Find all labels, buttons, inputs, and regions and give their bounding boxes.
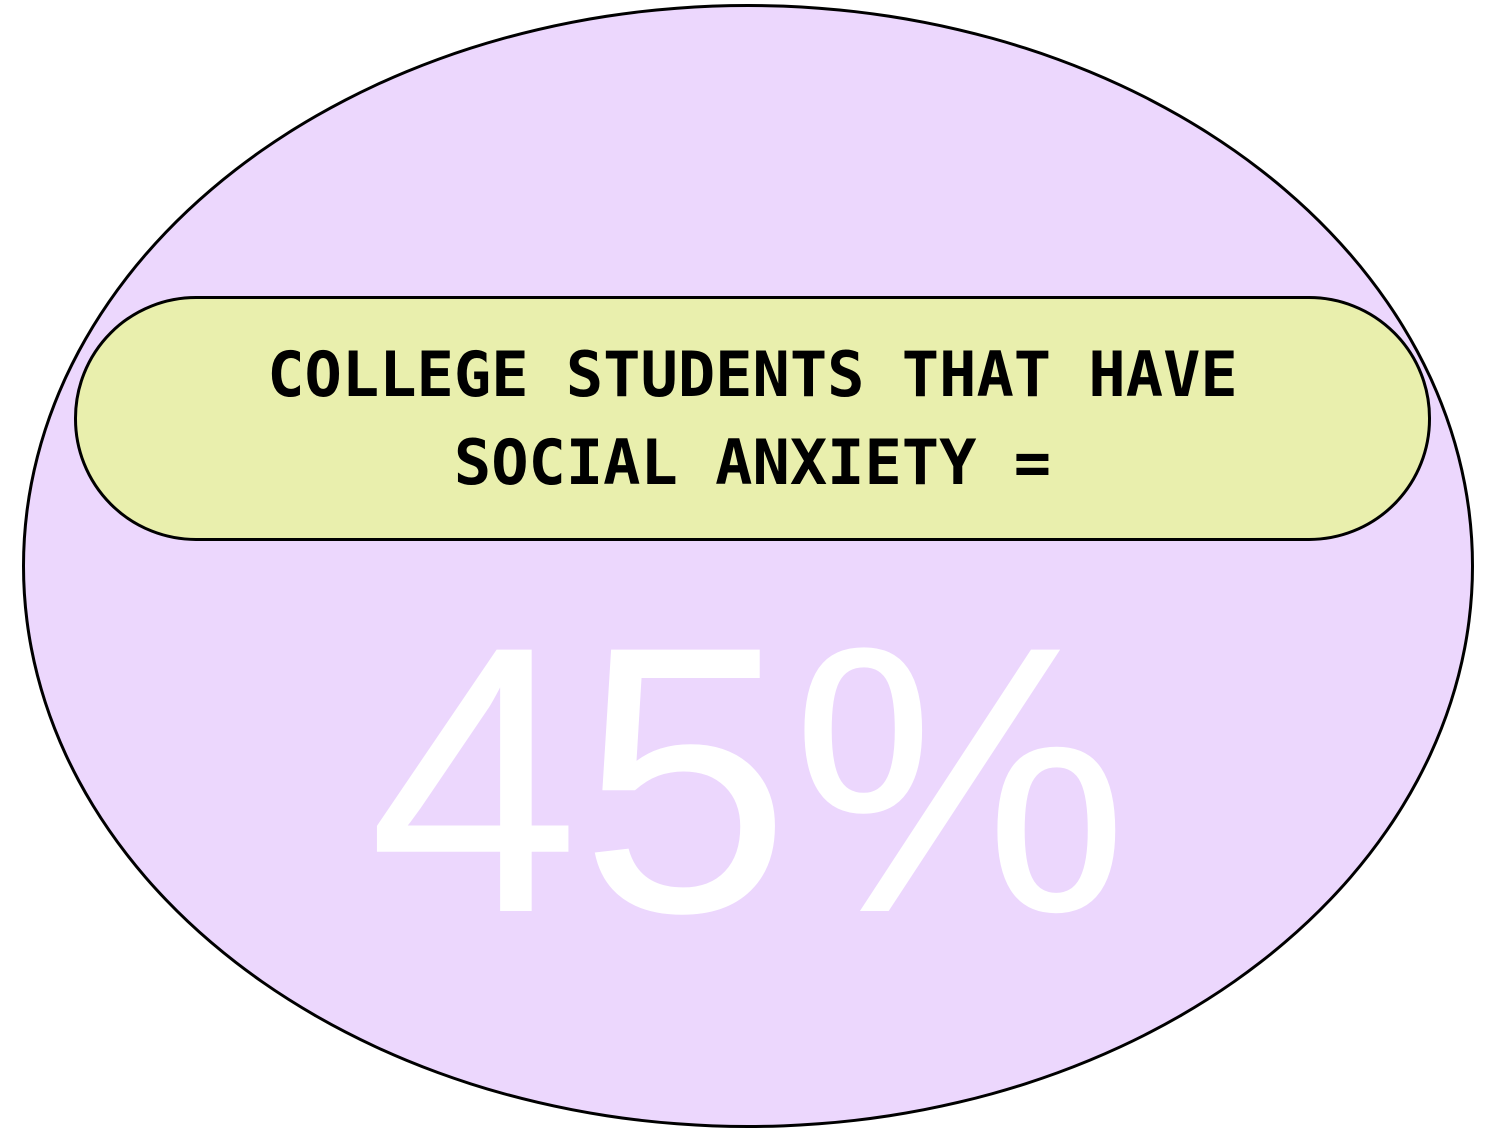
headline-banner: COLLEGE STUDENTS THAT HAVE SOCIAL ANXIET… [74,296,1431,541]
statistic-value: 45% [368,567,1129,992]
background-ellipse [22,4,1474,1128]
headline-text: COLLEGE STUDENTS THAT HAVE SOCIAL ANXIET… [267,337,1238,499]
